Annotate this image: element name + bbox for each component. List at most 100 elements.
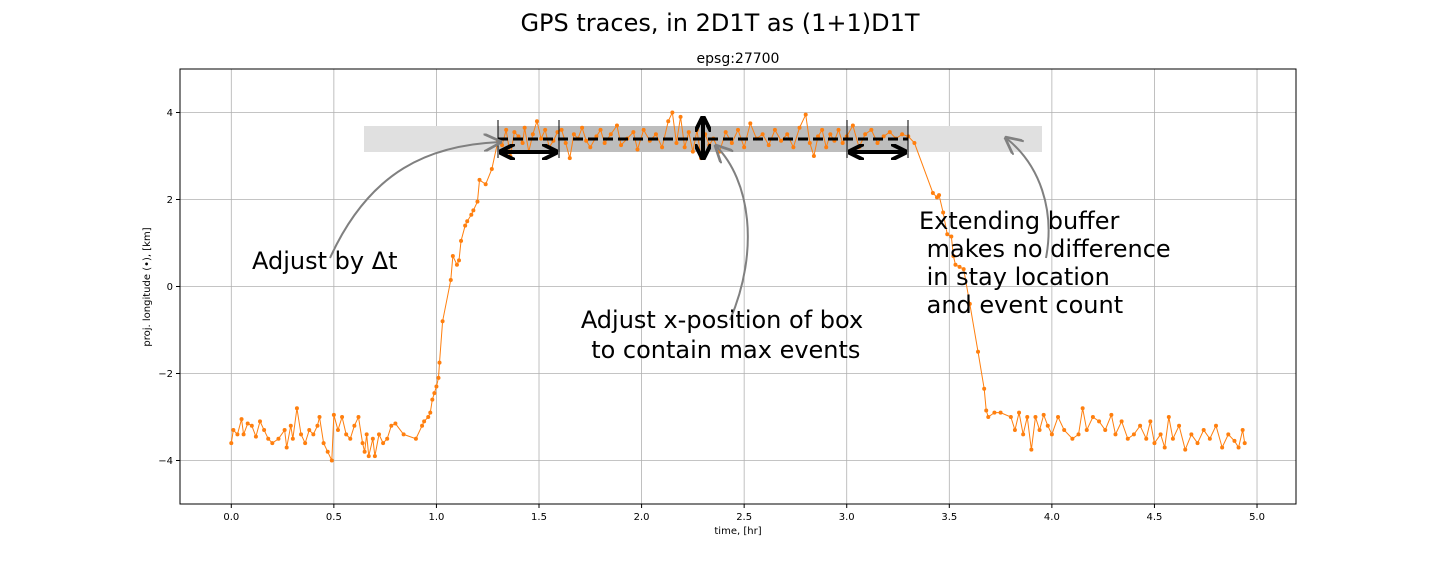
trace-point	[666, 119, 671, 124]
trace-point	[381, 441, 386, 446]
box-markers	[497, 119, 909, 158]
trace-point	[729, 140, 734, 145]
x-tick-label: 1.0	[428, 512, 444, 523]
trace-point	[294, 406, 299, 411]
trace-point	[428, 410, 433, 415]
y-tick-label: 0	[167, 282, 173, 293]
trace-point	[555, 130, 560, 135]
trace-point	[364, 432, 369, 437]
trace-point	[563, 140, 568, 145]
trace-point	[957, 264, 962, 269]
trace-point	[1183, 447, 1188, 452]
trace-point	[674, 140, 679, 145]
trace-point	[635, 147, 640, 152]
trace-point	[736, 127, 740, 132]
trace-point	[670, 110, 675, 115]
trace-point	[588, 145, 593, 150]
trace-point	[440, 319, 445, 324]
trace-point	[366, 454, 371, 459]
trace-point	[1076, 432, 1081, 437]
trace-point	[1021, 432, 1026, 437]
trace-point	[1012, 428, 1017, 433]
trace-point	[235, 432, 240, 437]
trace-point	[434, 384, 439, 389]
trace-point	[1201, 428, 1206, 433]
trace-point	[1103, 428, 1108, 433]
trace-point	[401, 432, 406, 437]
trace-point	[998, 410, 1003, 415]
trace-point	[660, 145, 665, 150]
y-tick-label: 2	[167, 195, 173, 206]
x-tick-label: 3.5	[941, 512, 957, 523]
trace-point	[465, 219, 470, 224]
annotation: Adjust x-position of box	[581, 306, 863, 334]
trace-point	[811, 154, 816, 158]
trace-point	[432, 391, 437, 396]
trace-point	[1084, 428, 1089, 433]
trace-point	[504, 127, 509, 132]
trace-point	[1138, 423, 1143, 428]
trace-point	[982, 386, 987, 391]
trace-point	[516, 134, 521, 139]
trace-point	[912, 140, 917, 145]
trace-point	[344, 432, 349, 437]
trace-point	[348, 436, 353, 441]
trace-point	[1037, 428, 1042, 433]
trace-point	[900, 132, 905, 137]
trace-point	[321, 441, 326, 446]
trace-point	[863, 132, 868, 137]
trace-point	[420, 423, 425, 428]
trace-point	[1045, 423, 1050, 428]
trace-point	[437, 360, 442, 365]
trace-point	[262, 428, 267, 433]
trace-point	[463, 223, 468, 228]
trace-point	[807, 140, 812, 145]
trace-point	[370, 436, 375, 441]
x-tick-label: 4.0	[1044, 512, 1060, 523]
y-tick-label: 4	[167, 108, 173, 119]
trace-point	[986, 415, 991, 419]
trace-point	[748, 121, 753, 126]
trace-point	[471, 208, 476, 213]
trace-point	[522, 125, 527, 130]
trace-point	[1125, 436, 1130, 441]
trace-point	[539, 136, 544, 141]
trace-point	[530, 132, 535, 137]
trace-point	[457, 258, 461, 263]
trace-point	[869, 127, 874, 132]
x-tick-label: 0.5	[326, 512, 342, 523]
trace-point	[1236, 445, 1241, 450]
trace-point	[1213, 423, 1218, 428]
trace-point	[469, 212, 474, 217]
trace-point	[520, 140, 525, 145]
trace-point	[1109, 412, 1114, 417]
trace-point	[820, 127, 825, 132]
trace-point	[315, 423, 320, 428]
plot-area	[229, 110, 1247, 463]
x-tick-label: 4.5	[1146, 512, 1162, 523]
trace-point	[450, 254, 455, 259]
trace-point	[1170, 436, 1175, 441]
trace-point	[941, 210, 946, 215]
x-axis-label: time, [hr]	[714, 526, 761, 537]
trace-point	[454, 262, 459, 267]
trace-point	[489, 167, 494, 172]
annotation: to contain max events	[584, 336, 861, 364]
trace-point	[329, 458, 334, 463]
trace-point	[1049, 432, 1054, 437]
trace-point	[340, 415, 345, 419]
trace-point	[1152, 441, 1157, 446]
trace-point	[1177, 423, 1182, 428]
trace-point	[840, 140, 845, 145]
trace-point	[266, 436, 271, 441]
trace-point	[1008, 415, 1013, 419]
trace-point	[241, 432, 246, 437]
trace-point	[229, 441, 234, 446]
trace-point	[816, 134, 821, 139]
trace-point	[459, 238, 464, 243]
x-tick-label: 2.0	[634, 512, 650, 523]
trace-point	[372, 454, 377, 459]
trace-point	[1240, 428, 1245, 433]
trace-point	[766, 143, 771, 148]
